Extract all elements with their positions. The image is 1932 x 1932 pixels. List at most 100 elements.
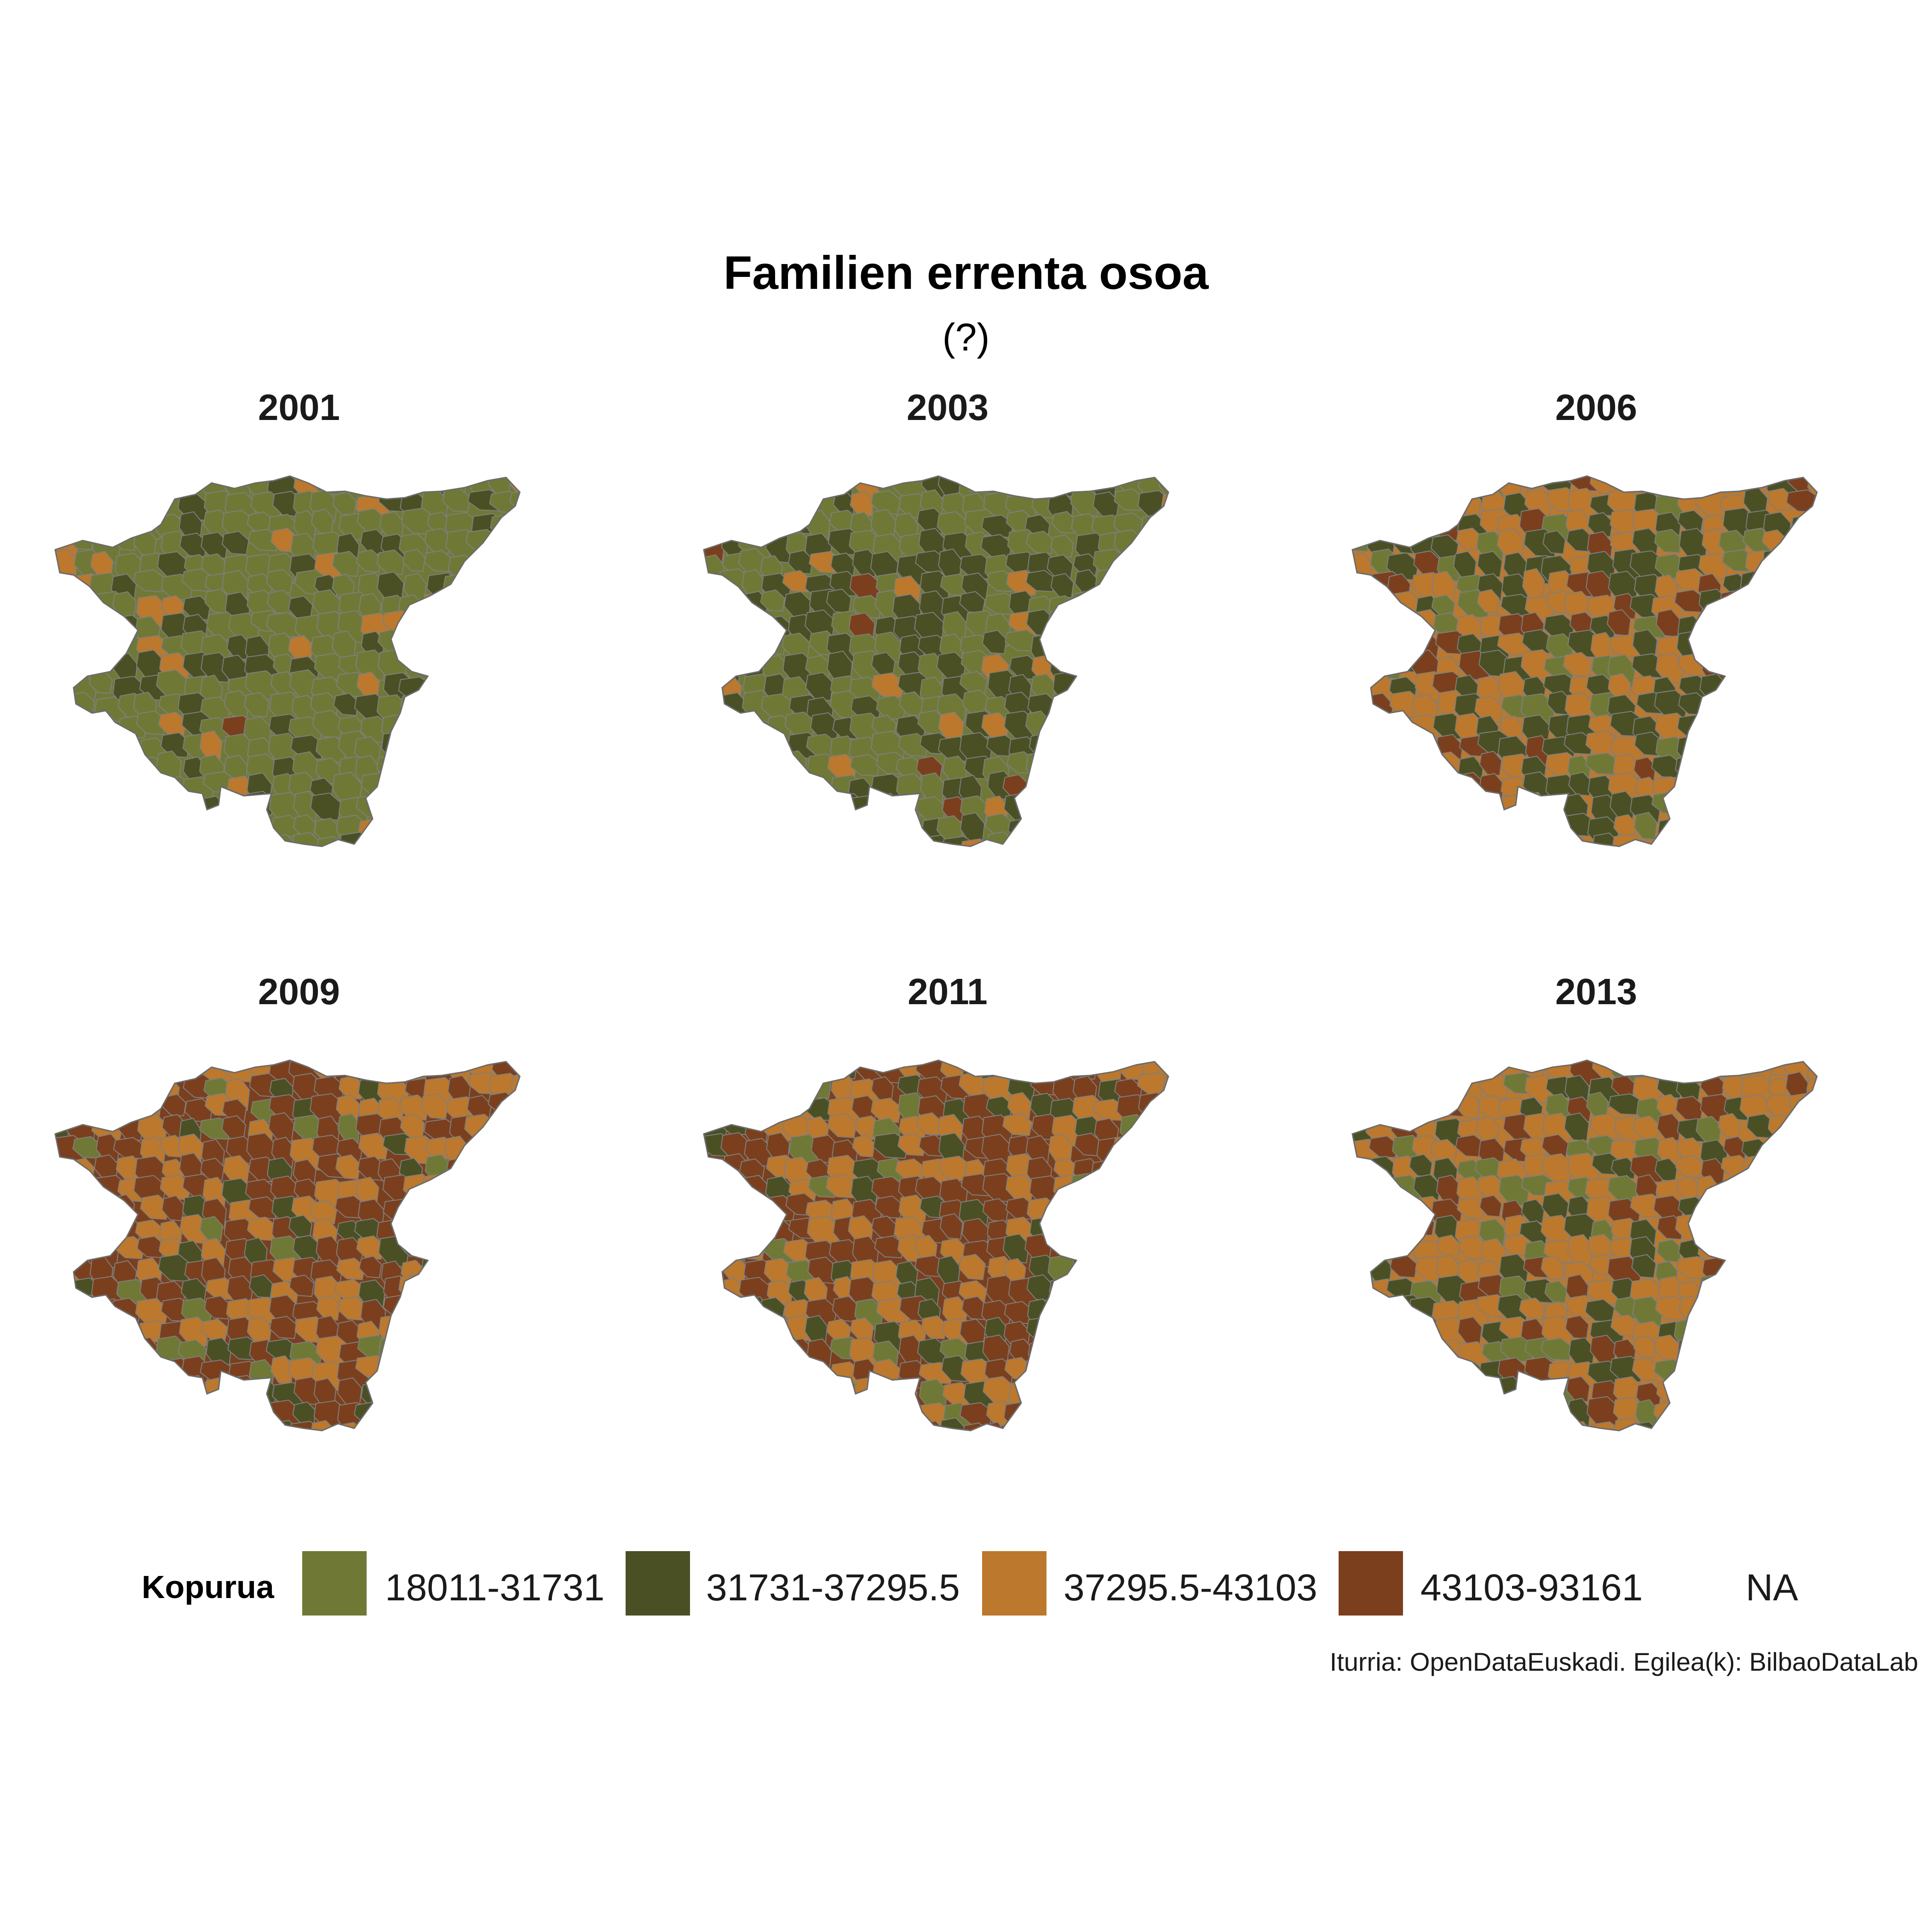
municipality <box>445 1200 474 1227</box>
municipality <box>1741 1422 1771 1431</box>
municipality <box>310 1200 338 1225</box>
municipality <box>787 489 820 515</box>
municipality <box>852 549 878 577</box>
municipality <box>704 796 725 822</box>
municipality <box>509 489 520 513</box>
municipality <box>1741 816 1777 840</box>
municipality <box>447 1237 477 1261</box>
municipality <box>466 656 491 690</box>
municipality <box>1352 510 1369 539</box>
municipality <box>1720 731 1744 761</box>
municipality <box>1767 488 1793 511</box>
municipality <box>1366 629 1402 661</box>
municipality <box>807 1256 837 1284</box>
municipality <box>722 1094 747 1117</box>
municipality <box>1788 1113 1817 1145</box>
municipality <box>1369 756 1403 782</box>
municipality <box>1413 1340 1437 1364</box>
municipality <box>810 1402 840 1431</box>
municipality <box>721 513 756 541</box>
municipality <box>738 1236 765 1260</box>
municipality <box>1767 835 1799 846</box>
municipality <box>874 1235 905 1259</box>
municipality <box>787 1376 813 1400</box>
municipality <box>1701 777 1731 807</box>
municipality <box>1741 631 1776 661</box>
municipality <box>1115 833 1143 846</box>
municipality <box>1162 1377 1168 1410</box>
municipality <box>468 592 493 621</box>
municipality <box>765 753 792 787</box>
municipality <box>1806 834 1817 846</box>
municipality <box>1742 1176 1768 1210</box>
municipality <box>1522 629 1553 654</box>
municipality <box>1724 1359 1750 1391</box>
municipality <box>486 548 517 578</box>
choropleth-map-2011 <box>703 1059 1169 1432</box>
municipality <box>468 1315 497 1337</box>
choropleth-map-2006 <box>1351 475 1818 847</box>
municipality <box>509 1254 520 1279</box>
municipality <box>465 777 498 800</box>
municipality <box>1785 1235 1816 1265</box>
municipality <box>55 1341 72 1370</box>
municipality <box>739 1421 768 1431</box>
municipality <box>1025 569 1056 592</box>
municipality <box>1391 833 1416 846</box>
municipality <box>68 818 92 845</box>
municipality <box>1051 511 1076 534</box>
municipality <box>716 1341 740 1375</box>
municipality <box>1787 1319 1817 1347</box>
municipality <box>510 1098 520 1132</box>
municipality <box>1499 1419 1528 1431</box>
municipality <box>1807 1176 1817 1210</box>
municipality <box>487 569 518 600</box>
municipality <box>1024 1357 1058 1382</box>
municipality <box>1092 716 1126 749</box>
municipality <box>959 1254 986 1280</box>
municipality <box>339 832 374 846</box>
municipality <box>1115 1235 1142 1266</box>
municipality <box>1807 552 1817 583</box>
municipality <box>138 1060 168 1081</box>
municipality <box>1430 1397 1464 1419</box>
municipality <box>513 1198 520 1227</box>
municipality <box>55 1175 74 1201</box>
municipality <box>1161 713 1168 745</box>
municipality <box>490 817 520 842</box>
municipality <box>1139 1115 1164 1148</box>
municipality <box>509 1339 520 1373</box>
municipality <box>423 731 446 756</box>
municipality <box>1364 1176 1388 1208</box>
municipality <box>513 573 520 605</box>
municipality <box>1352 775 1379 805</box>
municipality <box>1481 817 1513 844</box>
municipality <box>447 1213 481 1247</box>
municipality <box>422 676 458 702</box>
municipality <box>1698 1380 1732 1404</box>
municipality <box>1138 1357 1162 1389</box>
municipality <box>1474 696 1503 724</box>
municipality <box>1387 613 1423 636</box>
municipality <box>1761 735 1787 768</box>
municipality <box>1366 1420 1393 1431</box>
municipality <box>1119 572 1151 602</box>
municipality <box>1070 1357 1095 1386</box>
municipality <box>1654 529 1683 553</box>
municipality <box>1135 1337 1160 1360</box>
municipality <box>115 773 144 797</box>
municipality <box>493 652 520 677</box>
municipality <box>761 731 786 765</box>
municipality <box>1742 793 1771 823</box>
municipality <box>704 1354 731 1378</box>
municipality <box>1722 1420 1755 1431</box>
municipality <box>1673 1380 1698 1405</box>
municipality <box>55 751 80 785</box>
municipality <box>704 1216 725 1247</box>
choropleth-map-2001 <box>54 475 521 847</box>
chart-subtitle: (?) <box>942 316 990 359</box>
municipality <box>1352 1336 1380 1361</box>
municipality <box>704 573 727 601</box>
municipality <box>466 791 493 817</box>
municipality <box>1807 713 1817 746</box>
